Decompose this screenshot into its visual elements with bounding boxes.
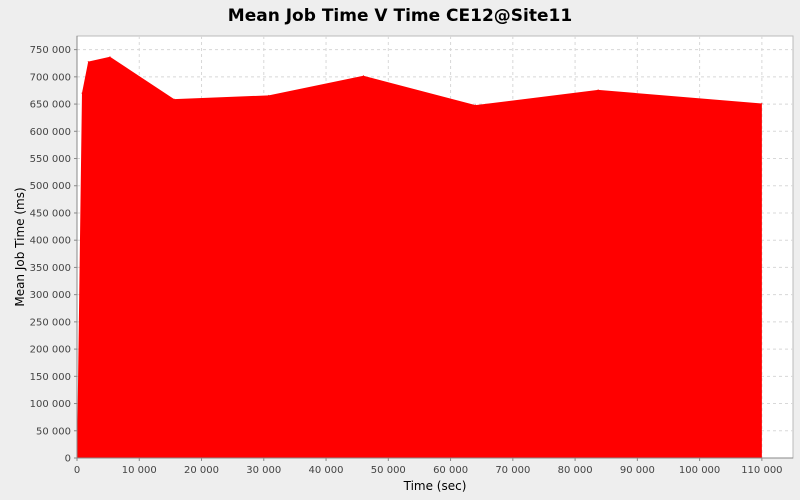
- y-tick-label: 750 000: [30, 45, 71, 56]
- data-point: [109, 56, 111, 58]
- y-tick-label: 500 000: [30, 181, 71, 192]
- y-tick-label: 50 000: [36, 426, 71, 437]
- data-point: [81, 92, 83, 94]
- data-point: [597, 89, 599, 91]
- y-tick-label: 100 000: [30, 399, 71, 410]
- x-tick-label: 110 000: [741, 465, 782, 476]
- x-tick-label: 60 000: [433, 465, 468, 476]
- y-tick-label: 0: [65, 454, 71, 465]
- data-point: [474, 104, 476, 106]
- x-tick-label: 20 000: [184, 465, 219, 476]
- x-tick-label: 50 000: [371, 465, 406, 476]
- data-point: [268, 94, 270, 96]
- x-tick-label: 90 000: [620, 465, 655, 476]
- x-tick-label: 40 000: [309, 465, 344, 476]
- y-tick-label: 250 000: [30, 317, 71, 328]
- y-tick-label: 450 000: [30, 208, 71, 219]
- x-tick-label: 30 000: [246, 465, 281, 476]
- y-tick-label: 400 000: [30, 236, 71, 247]
- data-point: [173, 98, 175, 100]
- y-tick-label: 300 000: [30, 290, 71, 301]
- series-area: [77, 56, 762, 458]
- y-tick-label: 200 000: [30, 345, 71, 356]
- y-tick-label: 150 000: [30, 372, 71, 383]
- y-tick-label: 350 000: [30, 263, 71, 274]
- x-tick-label: 100 000: [679, 465, 720, 476]
- x-tick-label: 10 000: [122, 465, 157, 476]
- data-point: [362, 75, 364, 77]
- y-tick-label: 650 000: [30, 100, 71, 111]
- data-point: [87, 61, 89, 63]
- y-tick-label: 600 000: [30, 127, 71, 138]
- x-tick-label: 70 000: [495, 465, 530, 476]
- x-tick-label: 80 000: [558, 465, 593, 476]
- x-tick-label: 0: [74, 465, 80, 476]
- data-point: [761, 103, 763, 105]
- x-axis-label: Time (sec): [403, 479, 467, 493]
- y-tick-label: 550 000: [30, 154, 71, 165]
- chart-title: Mean Job Time V Time CE12@Site11: [227, 6, 573, 26]
- y-tick-label: 700 000: [30, 72, 71, 83]
- y-axis-label: Mean Job Time (ms): [13, 187, 27, 306]
